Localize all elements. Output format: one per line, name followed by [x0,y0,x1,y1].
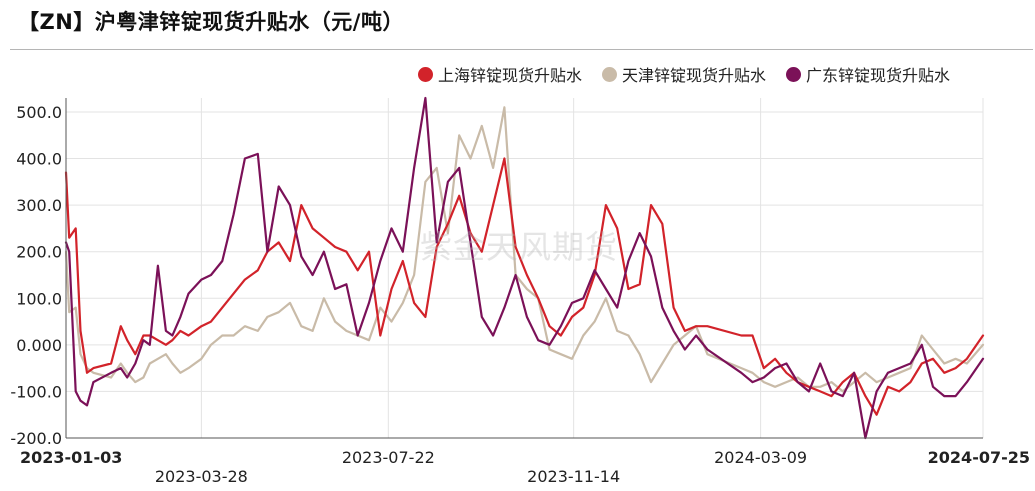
x-tick-label: 2023-03-28 [155,467,248,486]
series-line-0 [64,157,985,416]
x-tick-label: 2024-03-09 [714,448,807,467]
y-tick-label: 300.0 [16,196,62,215]
axes [65,98,983,439]
legend-label-shanghai: 上海锌锭现货升贴水 [437,66,582,85]
legend-label-guangdong: 广东锌锭现货升贴水 [805,66,950,85]
chart-legend: 上海锌锭现货升贴水 天津锌锭现货升贴水 广东锌锭现货升贴水 [417,62,950,86]
x-tick-label: 2023-01-03 [20,448,122,467]
series-line-2 [64,96,985,440]
series-line-1 [64,106,985,393]
title-divider [10,49,1033,50]
y-tick-label: -100.0 [10,382,62,401]
legend-marker-tianjin [601,66,617,82]
x-tick-labels: 2023-01-03 2023-03-28 2023-07-22 2023-11-14… [20,448,1030,486]
legend-item-guangdong[interactable]: 广东锌锭现货升贴水 [785,62,950,86]
y-tick-label: 0.000 [16,336,62,355]
x-tick-label: 2024-07-25 [928,448,1030,467]
x-tick-label: 2023-11-14 [527,467,620,486]
x-tick-label: 2023-07-22 [342,448,435,467]
legend-marker-guangdong [785,66,801,82]
legend-marker-shanghai [417,66,433,82]
legend-item-shanghai[interactable]: 上海锌锭现货升贴水 [417,62,582,86]
y-tick-label: 100.0 [16,289,62,308]
series-layer [64,96,985,440]
y-tick-label: 400.0 [16,150,62,169]
y-tick-labels: -200.0 -100.0 0.000 100.0 200.0 300.0 400.0 500… [10,103,62,448]
y-tick-label: 200.0 [16,243,62,262]
y-tick-label: 500.0 [16,103,62,122]
legend-label-tianjin: 天津锌锭现货升贴水 [621,66,766,85]
chart-title: 【ZN】沪粤津锌锭现货升贴水（元/吨） [18,10,404,34]
legend-item-tianjin[interactable]: 天津锌锭现货升贴水 [601,62,766,86]
y-tick-label: -200.0 [10,429,62,448]
